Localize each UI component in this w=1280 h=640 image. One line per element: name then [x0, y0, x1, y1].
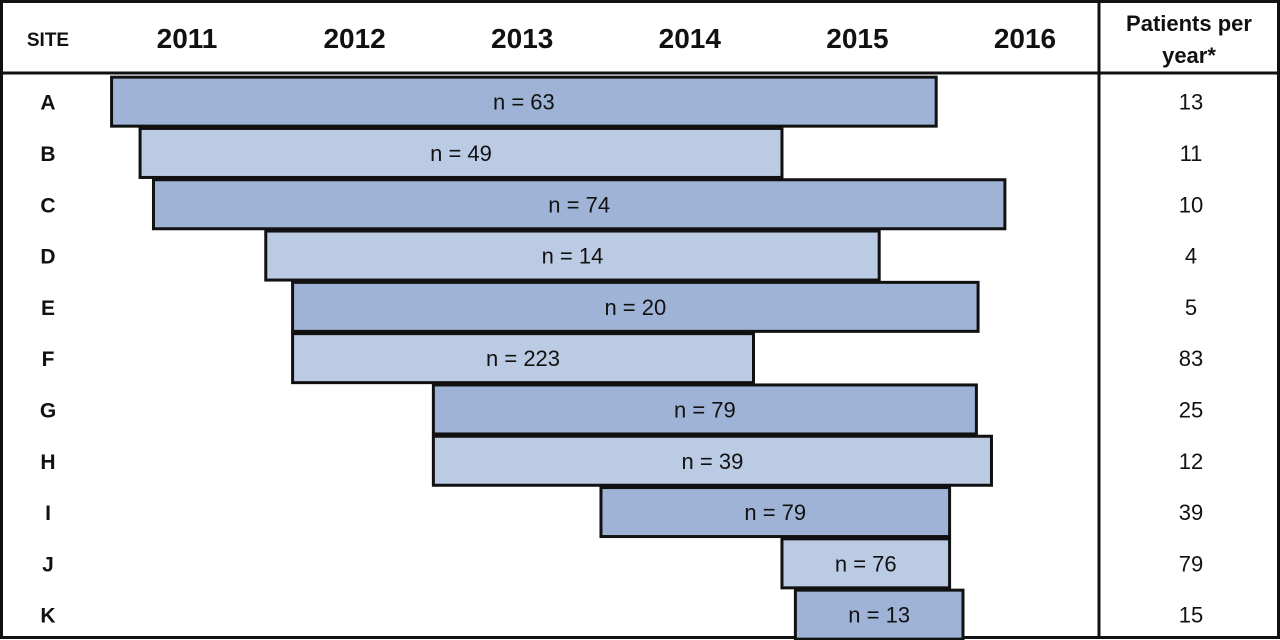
site-label: K: [40, 605, 55, 628]
year-tick-2012: 2012: [323, 23, 385, 54]
enrollment-bar: [291, 332, 755, 385]
patients-per-year-value: 5: [1185, 295, 1197, 320]
site-label: E: [41, 297, 55, 320]
bar-label: n = 49: [430, 141, 492, 166]
site-label: C: [40, 194, 55, 217]
enrollment-bar: [110, 75, 938, 128]
enrollment-bar: [138, 126, 784, 179]
enrollment-bar: [780, 537, 952, 590]
year-tick-2014: 2014: [659, 23, 722, 54]
patients-per-year-header-line-1: Patients per: [1126, 11, 1252, 36]
bar-label: n = 39: [682, 449, 744, 474]
bar-label: n = 63: [493, 90, 555, 115]
site-header: SITE: [27, 30, 69, 51]
bar-label: n = 74: [548, 192, 610, 217]
bar-label: n = 223: [486, 346, 560, 371]
patients-per-year-value: 79: [1179, 551, 1203, 576]
bar-label: n = 79: [744, 500, 806, 525]
bar-label: n = 20: [604, 295, 666, 320]
year-tick-labels: 2011 2012 2013 2014 2015 2016: [157, 23, 1057, 54]
site-label: A: [40, 92, 55, 115]
year-tick-2013: 2013: [491, 23, 553, 54]
bar-label: n = 79: [674, 397, 736, 422]
site-label: I: [45, 502, 51, 525]
bar-label: n = 76: [835, 551, 897, 576]
year-tick-2016: 2016: [994, 23, 1056, 54]
patients-per-year-value: 10: [1179, 192, 1203, 217]
patients-per-year-header-line-2: year*: [1162, 43, 1216, 68]
patients-per-year-value: 4: [1185, 244, 1197, 269]
enrollment-bar: [431, 383, 978, 436]
patients-per-year-value: 15: [1179, 603, 1203, 628]
enrollment-bar: [151, 178, 1007, 231]
site-label: H: [40, 451, 55, 474]
bar-label: n = 13: [848, 603, 910, 628]
year-tick-2011: 2011: [157, 23, 218, 54]
patients-per-year-value: 13: [1179, 90, 1203, 115]
enrollment-bar: [793, 588, 965, 640]
site-label: B: [40, 143, 55, 166]
site-label: F: [42, 348, 55, 371]
patients-per-year-value: 39: [1179, 500, 1203, 525]
patients-per-year-value: 11: [1180, 141, 1203, 166]
patients-per-year-value: 12: [1179, 449, 1203, 474]
enrollment-bar: [264, 229, 881, 282]
bar-label: n = 14: [542, 244, 604, 269]
site-label: G: [40, 399, 56, 422]
year-tick-2015: 2015: [826, 23, 888, 54]
patients-per-year-value: 83: [1179, 346, 1203, 371]
enrollment-bar: [431, 434, 993, 487]
enrollment-bar: [291, 280, 980, 333]
patients-per-year-value: 25: [1179, 397, 1203, 422]
enrollment-bar: [599, 486, 952, 539]
site-label: D: [40, 246, 55, 269]
site-label: J: [42, 553, 54, 576]
